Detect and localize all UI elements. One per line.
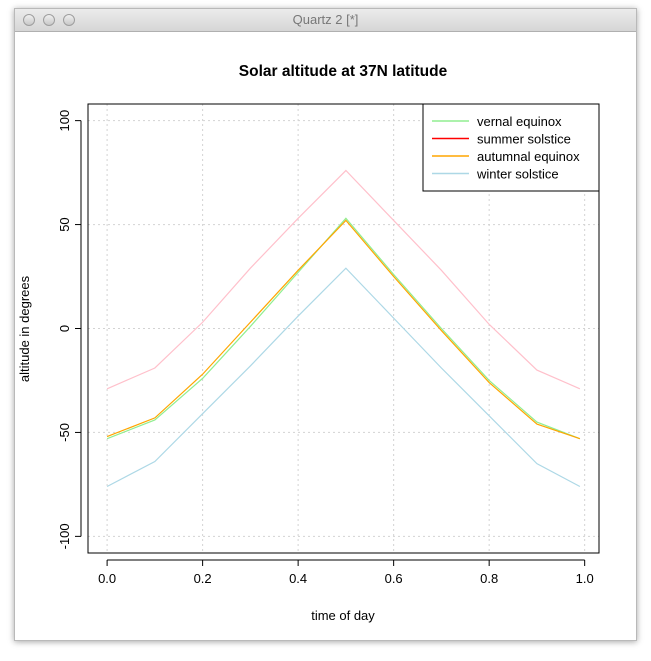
y-tick-label: 50 (57, 217, 72, 231)
x-tick-label: 1.0 (576, 571, 594, 586)
legend-label: summer solstice (477, 132, 571, 147)
x-tick-label: 0.4 (289, 571, 307, 586)
axes: 0.0 0.2 0.4 0.6 0.8 1.0 -100 -50 0 50 100 (57, 110, 594, 586)
y-axis-label: altitude in degrees (17, 275, 32, 382)
series-line (106, 217, 581, 440)
series-line (106, 267, 581, 488)
minimize-window-icon[interactable] (43, 14, 55, 26)
window-title: Quartz 2 [*] (292, 12, 359, 27)
series-line (106, 169, 581, 390)
chart-title: Solar altitude at 37N latitude (239, 63, 448, 80)
y-tick-label: -100 (57, 523, 72, 549)
legend-label: autumnal equinox (477, 149, 580, 164)
zoom-window-icon[interactable] (63, 14, 75, 26)
series-line (106, 219, 581, 440)
legend: vernal equinox summer solstice autumnal eq… (422, 103, 600, 192)
series-lines (106, 169, 581, 488)
x-tick-label: 0.8 (480, 571, 498, 586)
y-tick-label: -50 (57, 423, 72, 442)
x-axis-label: time of day (311, 608, 375, 623)
x-tick-label: 0.2 (194, 571, 212, 586)
x-tick-label: 0.0 (98, 571, 116, 586)
legend-box (422, 103, 600, 192)
title-bar[interactable]: Quartz 2 [*] (15, 9, 636, 32)
y-tick-label: 0 (57, 325, 72, 332)
x-tick-label: 0.6 (385, 571, 403, 586)
legend-label: vernal equinox (477, 114, 562, 129)
plot-frame (87, 103, 600, 554)
app-window: Quartz 2 [*] Solar altitude at 37N latit… (14, 8, 637, 641)
y-tick-label: 100 (57, 110, 72, 132)
close-window-icon[interactable] (23, 14, 35, 26)
chart-canvas: Solar altitude at 37N latitude 0.0 0.2 0.4… (17, 63, 600, 623)
legend-label: winter solstice (476, 167, 559, 182)
